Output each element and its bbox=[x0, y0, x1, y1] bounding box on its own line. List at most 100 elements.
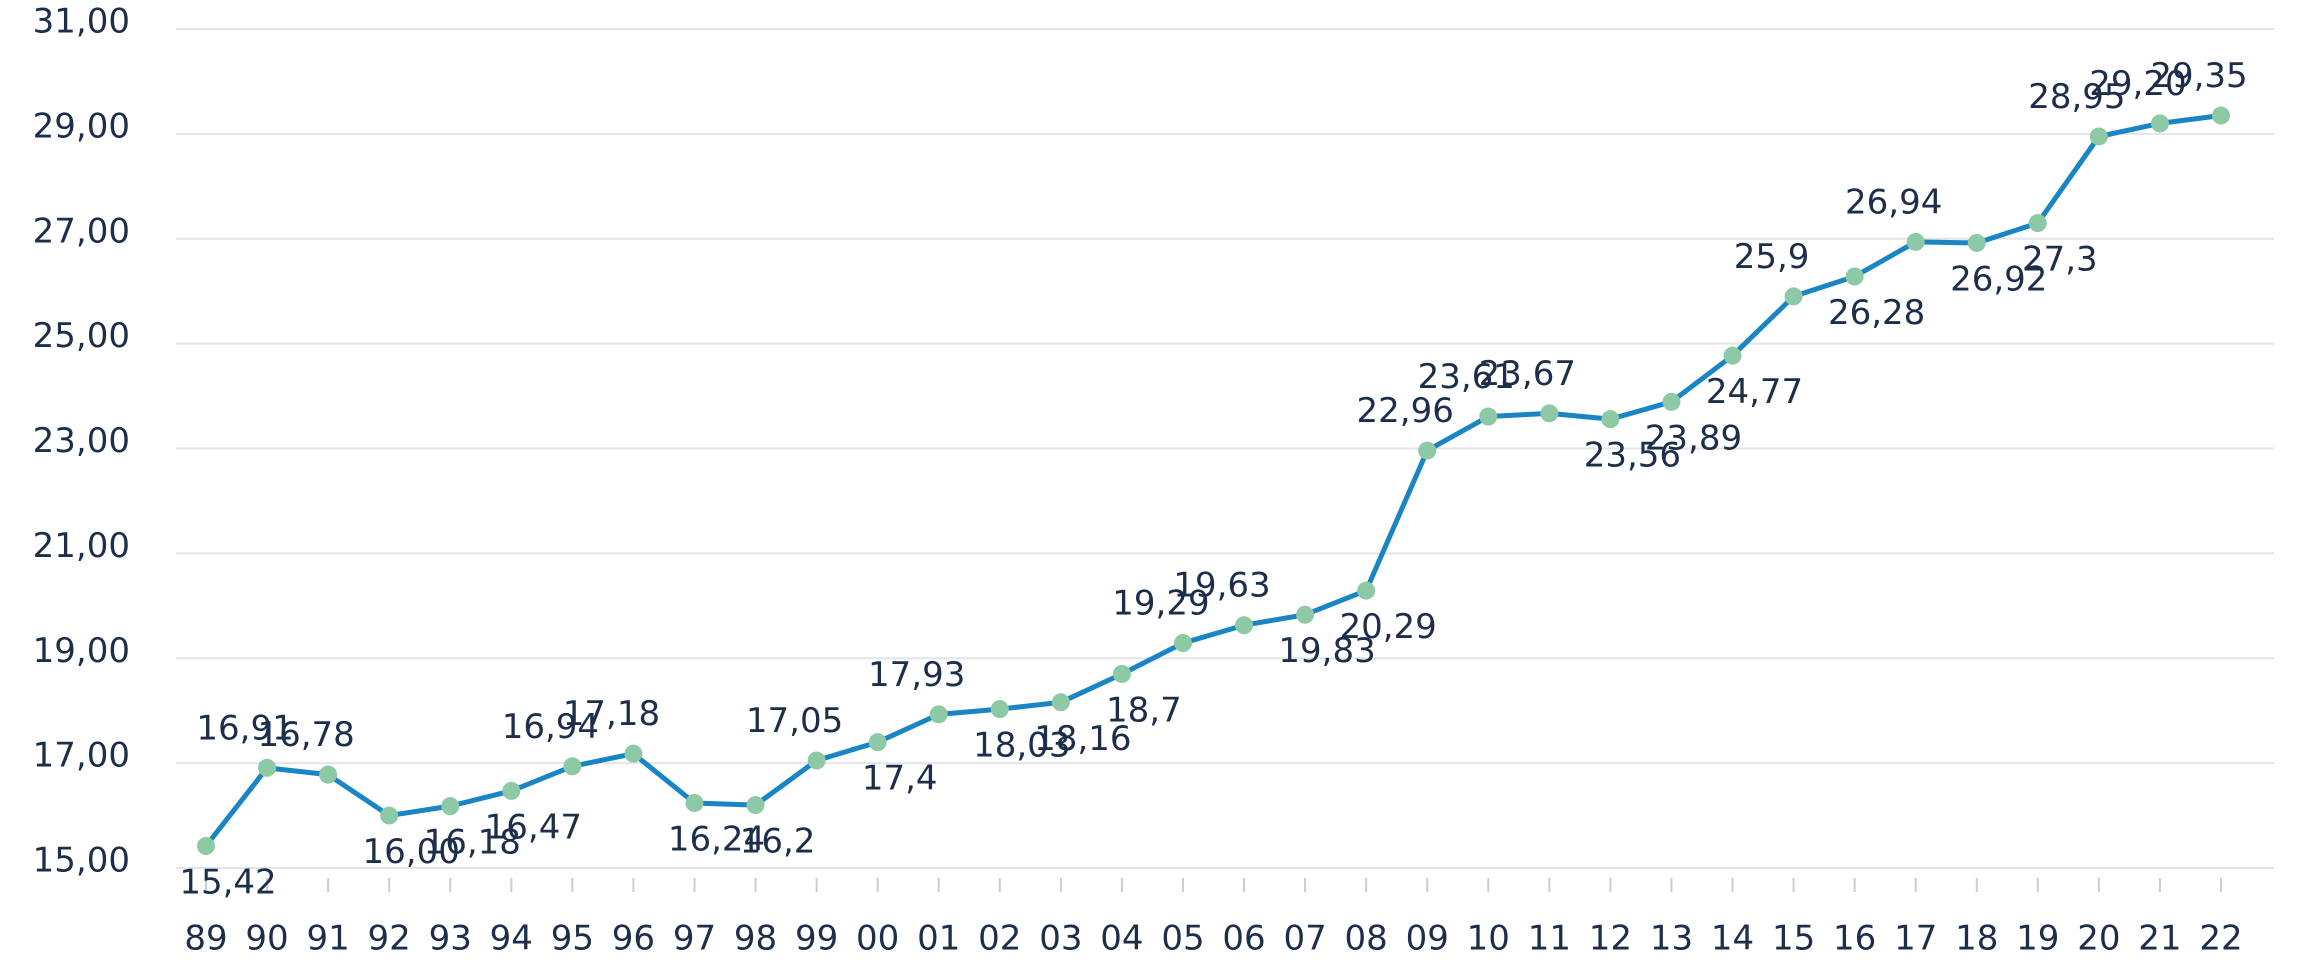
marker bbox=[1173, 634, 1192, 653]
x-tick-label: 89 bbox=[184, 919, 227, 959]
data-label: 26,28 bbox=[1828, 293, 1925, 333]
y-tick-label: 19,00 bbox=[33, 631, 130, 671]
data-label: 23,89 bbox=[1645, 418, 1742, 458]
marker bbox=[1357, 581, 1376, 600]
x-tick-label: 98 bbox=[734, 919, 777, 959]
data-label: 16,24 bbox=[668, 819, 765, 859]
y-tick-label: 25,00 bbox=[33, 316, 130, 356]
marker bbox=[807, 751, 826, 770]
data-label: 22,96 bbox=[1357, 391, 1454, 431]
x-tick-label: 06 bbox=[1222, 919, 1265, 959]
y-tick-label: 27,00 bbox=[33, 211, 130, 251]
y-tick-label: 31,00 bbox=[33, 2, 130, 42]
data-label: 27,3 bbox=[2022, 240, 2098, 280]
data-label: 28,95 bbox=[2028, 77, 2125, 117]
y-tick-label: 29,00 bbox=[33, 106, 130, 146]
x-tick-label: 96 bbox=[612, 919, 655, 959]
marker bbox=[1051, 693, 1070, 712]
x-tick-label: 94 bbox=[490, 919, 533, 959]
marker bbox=[868, 733, 887, 752]
marker bbox=[685, 793, 704, 812]
data-label: 23,67 bbox=[1479, 354, 1576, 394]
marker bbox=[502, 781, 521, 800]
marker bbox=[990, 700, 1009, 719]
x-tick-label: 10 bbox=[1467, 919, 1510, 959]
marker bbox=[1906, 232, 1925, 251]
x-tick-label: 01 bbox=[917, 919, 960, 959]
data-label: 19,63 bbox=[1173, 566, 1270, 606]
x-tick-label: 00 bbox=[856, 919, 899, 959]
marker bbox=[1418, 441, 1437, 460]
x-tick-label: 03 bbox=[1039, 919, 1082, 959]
x-tick-label: 12 bbox=[1589, 919, 1632, 959]
x-tick-label: 91 bbox=[306, 919, 349, 959]
x-tick-label: 99 bbox=[795, 919, 838, 959]
x-tick-label: 92 bbox=[368, 919, 411, 959]
marker bbox=[1784, 287, 1803, 306]
x-tick-label: 17 bbox=[1894, 919, 1937, 959]
x-tick-label: 05 bbox=[1161, 919, 1204, 959]
data-label: 17,4 bbox=[862, 759, 938, 799]
data-label: 16,18 bbox=[424, 823, 521, 863]
data-label: 19,29 bbox=[1112, 584, 1209, 624]
data-label: 16,00 bbox=[363, 832, 460, 872]
data-label: 17,05 bbox=[746, 701, 843, 741]
x-tick-label: 20 bbox=[2077, 919, 2120, 959]
x-tick-label: 14 bbox=[1711, 919, 1754, 959]
x-tick-label: 90 bbox=[245, 919, 288, 959]
marker bbox=[1479, 407, 1498, 426]
x-tick-label: 97 bbox=[673, 919, 716, 959]
data-label: 20,29 bbox=[1339, 607, 1436, 647]
line bbox=[204, 113, 2222, 848]
marker bbox=[2150, 114, 2169, 133]
data-label: 17,93 bbox=[868, 655, 965, 695]
x-tick-label: 13 bbox=[1650, 919, 1693, 959]
data-label: 15,42 bbox=[179, 862, 276, 902]
marker bbox=[197, 836, 215, 855]
data-label: 23,56 bbox=[1584, 436, 1681, 476]
x-tick-label: 02 bbox=[978, 919, 1021, 959]
data-label: 16,78 bbox=[257, 715, 354, 755]
y-tick-label: 23,00 bbox=[33, 421, 130, 461]
y-tick-label: 17,00 bbox=[33, 736, 130, 776]
x-tick-label: 93 bbox=[429, 919, 472, 959]
marker bbox=[1296, 605, 1315, 624]
x-tick-label: 08 bbox=[1345, 919, 1388, 959]
marker bbox=[1662, 392, 1681, 411]
x-tick-label: 22 bbox=[2199, 919, 2242, 959]
data-label: 24,77 bbox=[1706, 372, 1803, 412]
data-label: 29,20 bbox=[2089, 64, 2186, 104]
marker bbox=[1540, 404, 1559, 423]
data-label: 26,92 bbox=[1950, 259, 2047, 299]
data-label: 16,47 bbox=[485, 807, 582, 847]
x-tick-label: 16 bbox=[1833, 919, 1876, 959]
marker bbox=[380, 806, 399, 825]
x-tick-label: 19 bbox=[2016, 919, 2059, 959]
data-label: 16,91 bbox=[196, 708, 293, 748]
data-label: 26,94 bbox=[1845, 182, 1942, 222]
x-tick-label: 21 bbox=[2138, 919, 2181, 959]
marker bbox=[1235, 616, 1254, 635]
marker bbox=[2028, 214, 2047, 233]
marker bbox=[746, 796, 765, 815]
marker bbox=[1601, 410, 1620, 429]
data-label: 18,03 bbox=[973, 726, 1070, 766]
data-label: 19,83 bbox=[1278, 631, 1375, 671]
x-tick-label: 11 bbox=[1528, 919, 1571, 959]
marker bbox=[929, 705, 948, 724]
data-label: 23,61 bbox=[1418, 357, 1515, 397]
marker bbox=[2212, 106, 2230, 125]
marker bbox=[624, 744, 643, 763]
marker bbox=[1112, 664, 1131, 683]
x-tick-label: 09 bbox=[1406, 919, 1449, 959]
x-tick-label: 15 bbox=[1772, 919, 1815, 959]
marker bbox=[1845, 267, 1864, 286]
y-tick-label: 15,00 bbox=[33, 841, 130, 881]
x-tick-label: 07 bbox=[1283, 919, 1326, 959]
data-label: 16,94 bbox=[502, 707, 599, 747]
data-label: 17,18 bbox=[563, 694, 660, 734]
marker bbox=[441, 797, 460, 816]
x-tick-label: 04 bbox=[1100, 919, 1143, 959]
data-label: 18,7 bbox=[1106, 690, 1182, 730]
